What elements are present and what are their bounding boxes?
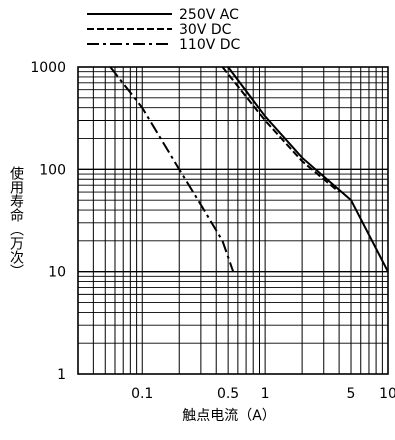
x-tick-labels: 0.1 0.5 1 5 10 [131,386,395,402]
y-tick-label: 10 [48,265,66,281]
x-axis-label: 触点电流（A） [182,408,276,424]
y-tick-labels: 1 10 100 1000 [30,60,66,383]
y-axis-label: 使用寿命（万次） [8,165,24,278]
series-line-dashed [223,67,340,192]
legend-item: 250V AC [87,7,239,23]
series-1 [222,67,339,192]
legend-label: 30V DC [179,22,232,38]
y-tick-label: 1000 [30,60,66,76]
x-tick-label: 10 [379,386,395,402]
grid-layer [78,67,388,374]
legend-item: 30V DC [87,22,232,38]
x-tick-label: 5 [347,386,356,402]
y-tick-label: 1 [57,367,66,383]
legend-label: 110V DC [179,37,241,53]
plot-frame [78,67,388,374]
legend-item: 110V DC [87,37,241,53]
y-tick-label: 100 [39,162,66,178]
plot-border [78,67,388,374]
x-tick-label: 0.1 [131,386,153,402]
legend-label: 250V AC [179,7,239,23]
x-tick-label: 0.5 [217,386,239,402]
x-tick-label: 1 [261,386,270,402]
